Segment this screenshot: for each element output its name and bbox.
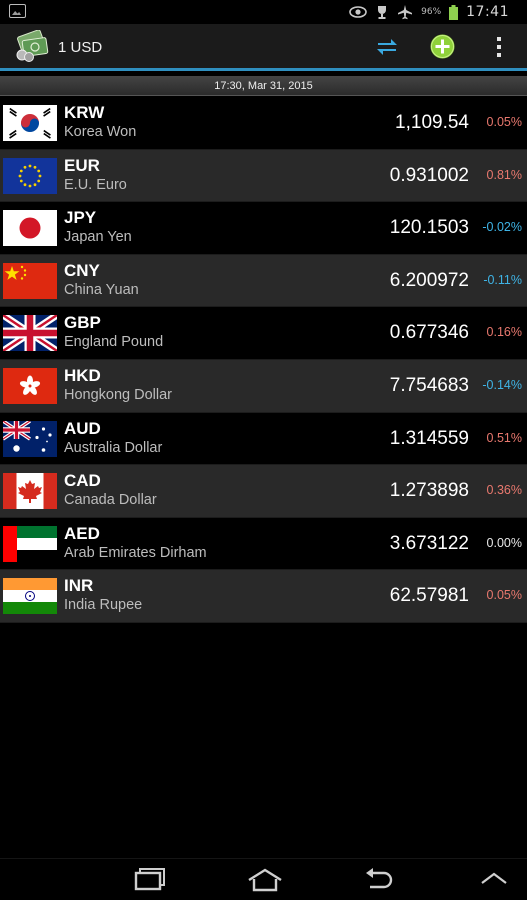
- update-timestamp: 17:30, Mar 31, 2015: [0, 76, 527, 96]
- currency-code: AUD: [64, 418, 101, 438]
- money-icon[interactable]: [13, 30, 51, 62]
- currency-row-inr[interactable]: INR India Rupee 62.57981 0.05%: [0, 570, 527, 623]
- currency-code: CAD: [64, 471, 101, 491]
- rate-change: -0.14%: [482, 377, 522, 392]
- currency-code: INR: [64, 576, 94, 596]
- currency-row-aed[interactable]: AED Arab Emirates Dirham 3.673122 0.00%: [0, 517, 527, 571]
- battery-icon: [449, 4, 459, 20]
- currency-code: GBP: [64, 313, 101, 333]
- recent-apps-icon[interactable]: [133, 867, 167, 893]
- currency-list: KRW Korea Won 1,109.54 0.05% EUR E.U. Eu…: [0, 97, 527, 623]
- currency-row-gbp[interactable]: GBP England Pound 0.677346 0.16%: [0, 307, 527, 360]
- uk-flag-icon: [3, 315, 57, 352]
- status-icons: 96% 17:41: [349, 2, 509, 22]
- hongkong-flag-icon: [3, 367, 57, 404]
- currency-name: Korea Won: [64, 124, 137, 140]
- currency-name: Australia Dollar: [64, 439, 163, 456]
- currency-name: India Rupee: [64, 597, 143, 614]
- exchange-rate: 0.931002: [389, 164, 469, 186]
- currency-code: EUR: [64, 155, 100, 175]
- add-icon[interactable]: [430, 34, 455, 59]
- eye-icon: [349, 6, 367, 18]
- currency-name: Japan Yen: [64, 229, 132, 246]
- rate-change: -0.02%: [482, 220, 522, 235]
- currency-row-jpy[interactable]: JPY Japan Yen 120.1503 -0.02%: [0, 202, 527, 255]
- rate-change: 0.05%: [486, 115, 522, 129]
- exchange-rate: 0.677346: [389, 322, 469, 344]
- rate-change: 0.36%: [486, 483, 522, 498]
- currency-code: AED: [64, 523, 100, 543]
- japan-flag-icon: [3, 210, 57, 247]
- eu-flag-icon: [3, 157, 57, 194]
- exchange-rate: 1,109.54: [395, 112, 469, 133]
- status-clock: 17:41: [466, 4, 509, 20]
- canada-flag-icon: [3, 473, 57, 510]
- back-icon[interactable]: [362, 867, 396, 893]
- currency-name: Canada Dollar: [64, 492, 157, 509]
- exchange-rate: 3.673122: [389, 532, 469, 554]
- trophy-icon: [378, 5, 387, 19]
- overflow-menu-icon[interactable]: [490, 36, 508, 58]
- base-currency-title[interactable]: 1 USD: [58, 39, 103, 56]
- currency-code: JPY: [64, 208, 97, 228]
- exchange-rate: 7.754683: [389, 374, 469, 396]
- home-icon[interactable]: [246, 867, 284, 893]
- exchange-rate: 6.200972: [389, 269, 469, 291]
- navigation-bar: [0, 858, 527, 900]
- airplane-icon: [398, 5, 413, 20]
- rate-change: 0.05%: [486, 588, 522, 603]
- currency-name: Hongkong Dollar: [64, 386, 173, 403]
- currency-name: E.U. Euro: [64, 176, 127, 193]
- rate-change: 0.00%: [486, 535, 522, 550]
- exchange-rate: 120.1503: [389, 217, 469, 239]
- currency-name: China Yuan: [64, 281, 139, 298]
- exchange-rate: 1.314559: [389, 427, 469, 449]
- exchange-rate: 1.273898: [389, 480, 469, 502]
- china-flag-icon: [3, 262, 57, 299]
- currency-name: England Pound: [64, 334, 164, 351]
- uae-flag-icon: [3, 525, 57, 562]
- rate-change: 0.81%: [486, 167, 522, 182]
- rate-change: 0.16%: [486, 325, 522, 340]
- currency-code: KRW: [64, 103, 105, 122]
- action-bar: 1 USD: [0, 24, 527, 71]
- currency-row-krw[interactable]: KRW Korea Won 1,109.54 0.05%: [0, 97, 527, 150]
- rate-change: -0.11%: [483, 272, 522, 287]
- currency-row-aud[interactable]: AUD Australia Dollar 1.314559 0.51%: [0, 412, 527, 466]
- india-flag-icon: [3, 578, 57, 615]
- korea-flag-icon: [3, 105, 57, 141]
- swap-icon[interactable]: [375, 35, 399, 59]
- australia-flag-icon: [3, 420, 57, 457]
- status-bar: 96% 17:41: [0, 0, 527, 24]
- gallery-notification-icon: [9, 4, 26, 18]
- currency-name: Arab Emirates Dirham: [64, 544, 207, 561]
- battery-percent: 96%: [421, 7, 442, 17]
- currency-row-cad[interactable]: CAD Canada Dollar 1.273898 0.36%: [0, 465, 527, 518]
- currency-row-eur[interactable]: EUR E.U. Euro 0.931002 0.81%: [0, 149, 527, 203]
- currency-code: HKD: [64, 365, 101, 385]
- menu-up-icon[interactable]: [479, 867, 509, 893]
- exchange-rate: 62.57981: [389, 585, 469, 607]
- rate-change: 0.51%: [486, 430, 522, 445]
- currency-code: CNY: [64, 260, 100, 280]
- currency-row-hkd[interactable]: HKD Hongkong Dollar 7.754683 -0.14%: [0, 359, 527, 413]
- currency-row-cny[interactable]: CNY China Yuan 6.200972 -0.11%: [0, 254, 527, 308]
